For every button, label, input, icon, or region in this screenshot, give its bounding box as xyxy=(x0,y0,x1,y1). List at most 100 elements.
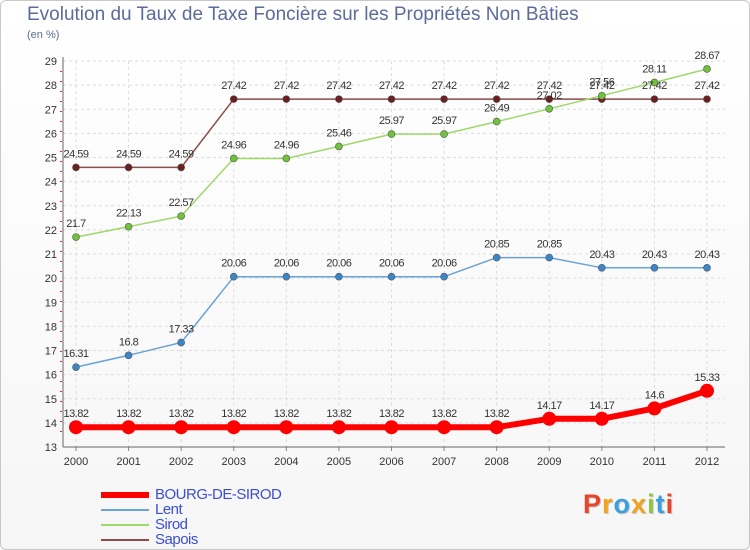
x-tick-label: 2008 xyxy=(484,456,508,468)
data-point xyxy=(542,411,557,426)
data-point xyxy=(335,95,343,103)
x-tick-label: 2001 xyxy=(116,456,140,468)
data-point xyxy=(598,91,606,100)
brand-letter: P xyxy=(583,489,603,519)
data-label: 24.59 xyxy=(169,148,194,160)
data-point xyxy=(703,95,711,103)
legend-label: Sapois xyxy=(155,531,198,548)
legend-swatch xyxy=(101,523,149,526)
x-tick-label: 2000 xyxy=(64,456,88,468)
data-label: 13.82 xyxy=(379,408,404,420)
data-label: 28.67 xyxy=(694,50,719,62)
data-point xyxy=(282,272,291,281)
data-label: 14.6 xyxy=(645,389,665,401)
data-label: 20.43 xyxy=(589,249,614,261)
y-tick-label: 23 xyxy=(45,201,57,213)
brand-letter: i xyxy=(647,489,656,519)
data-point xyxy=(72,233,80,241)
data-label: 20.85 xyxy=(484,239,509,251)
data-label: 20.85 xyxy=(537,239,562,251)
data-label: 27.42 xyxy=(484,80,509,92)
data-label: 20.06 xyxy=(221,258,246,270)
y-tick-label: 26 xyxy=(45,128,57,140)
legend-swatch xyxy=(101,491,149,498)
data-point xyxy=(331,420,346,435)
y-tick-label: 19 xyxy=(45,297,57,309)
y-tick-label: 24 xyxy=(45,177,57,189)
y-tick-label: 21 xyxy=(45,249,57,261)
y-tick-label: 25 xyxy=(45,153,57,165)
x-tick-label: 2003 xyxy=(222,456,246,468)
x-tick-label: 2005 xyxy=(327,456,351,468)
data-point xyxy=(226,420,241,435)
data-point xyxy=(229,272,238,281)
y-tick-label: 15 xyxy=(45,394,57,406)
data-point xyxy=(703,263,711,272)
data-point xyxy=(124,351,133,360)
data-label: 13.82 xyxy=(432,408,457,420)
data-point xyxy=(387,272,396,281)
legend-item-lent[interactable]: Lent xyxy=(101,502,281,517)
legend-item-bourg-de-sirod[interactable]: BOURG-DE-SIROD xyxy=(101,486,282,503)
data-point xyxy=(545,104,554,113)
data-label: 25.46 xyxy=(326,127,351,139)
data-point xyxy=(124,163,133,172)
y-tick-label: 22 xyxy=(45,225,57,237)
x-tick-label: 2002 xyxy=(169,456,193,468)
data-label: 16.8 xyxy=(119,336,139,348)
data-point xyxy=(335,272,343,281)
data-label: 20.43 xyxy=(694,249,719,261)
y-tick-label: 17 xyxy=(45,346,57,358)
data-label: 27.42 xyxy=(589,80,614,92)
data-label: 26.49 xyxy=(484,103,509,115)
legend-item-sapois[interactable]: Sapois xyxy=(101,532,281,547)
data-label: 21.7 xyxy=(66,218,86,230)
data-label: 24.96 xyxy=(221,139,246,151)
data-point xyxy=(72,363,80,371)
data-point xyxy=(703,65,711,73)
brand-letter: i xyxy=(665,489,675,519)
y-tick-label: 13 xyxy=(45,442,57,454)
data-label: 14.17 xyxy=(589,400,614,412)
legend-item-sirod[interactable]: Sirod xyxy=(101,517,281,532)
data-label: 14.17 xyxy=(537,400,562,412)
legend-swatch xyxy=(101,508,149,511)
data-point xyxy=(229,154,238,163)
brand-letter: r xyxy=(602,489,614,519)
data-label: 27.42 xyxy=(326,80,351,92)
data-point xyxy=(387,95,396,103)
data-label: 27.02 xyxy=(537,90,562,102)
data-label: 27.42 xyxy=(432,80,457,92)
data-label: 13.82 xyxy=(484,408,509,420)
data-labels: 13.82 13.82 13.82 13.82 13.82 13.82 13.82 13.82… xyxy=(63,50,720,420)
data-label: 24.59 xyxy=(63,148,88,160)
data-label: 13.82 xyxy=(169,408,194,420)
x-tick-label: 2012 xyxy=(695,456,719,468)
data-point xyxy=(440,95,448,103)
data-label: 16.31 xyxy=(63,348,88,360)
data-label: 28.11 xyxy=(642,63,667,75)
data-point xyxy=(72,163,80,172)
data-point xyxy=(69,420,83,435)
data-point xyxy=(279,420,294,435)
legend-label: Sirod xyxy=(155,516,188,533)
data-point xyxy=(124,222,133,231)
brand-letter: t xyxy=(655,489,666,519)
legend-label: BOURG-DE-SIROD xyxy=(155,486,282,503)
data-point xyxy=(387,130,396,138)
y-tick-label: 28 xyxy=(45,80,57,92)
data-point xyxy=(384,420,399,435)
data-point xyxy=(174,420,189,435)
data-point xyxy=(177,338,185,347)
data-label: 25.97 xyxy=(379,115,404,127)
data-label: 25.97 xyxy=(432,115,457,127)
chart-title: Evolution du Taux de Taxe Foncière sur l… xyxy=(27,4,579,25)
data-label: 27.42 xyxy=(694,80,719,92)
x-tick-label: 2007 xyxy=(432,456,456,468)
data-point xyxy=(650,95,659,103)
data-point xyxy=(650,263,659,272)
x-tick-label: 2011 xyxy=(643,456,667,468)
data-label: 13.82 xyxy=(116,408,141,420)
y-tick-label: 27 xyxy=(45,104,57,116)
